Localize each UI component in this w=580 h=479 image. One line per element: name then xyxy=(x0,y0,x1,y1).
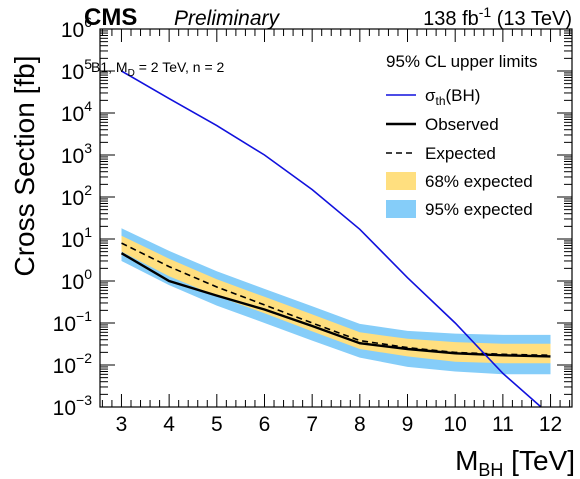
x-tick-label: 4 xyxy=(163,413,175,436)
band-68-expected xyxy=(121,235,551,364)
y-tick-label: 10−2 xyxy=(53,350,93,378)
legend-label-expected: Expected xyxy=(425,144,496,163)
observed-limit-line xyxy=(120,252,551,358)
x-tick-labels: 3 4 5 6 7 8 9 10 11 12 xyxy=(116,413,563,436)
legend-68-swatch xyxy=(386,172,416,190)
y-axis-title: Cross Section [fb] xyxy=(9,56,40,277)
y-tick-label: 102 xyxy=(61,182,92,210)
x-tick-label: 8 xyxy=(354,413,366,436)
legend: 95% CL upper limits σth(BH) Observed Expect… xyxy=(386,52,538,219)
y-tick-labels: 10−3 10−2 10−1 100 101 102 103 104 105 106 xyxy=(53,14,93,420)
y-tick-label: 10−1 xyxy=(53,308,93,336)
legend-95-swatch xyxy=(386,200,416,218)
y-tick-label: 104 xyxy=(61,98,92,126)
legend-label-band95: 95% expected xyxy=(425,200,533,219)
luminosity-label: 138 fb-1 (13 TeV) xyxy=(423,4,572,30)
y-tick-label: 100 xyxy=(61,266,92,294)
plot-area: 3 4 5 6 7 8 9 10 11 12 10−3 10−2 10−1 100 101 102 103 104… xyxy=(53,14,573,436)
cms-label: CMS xyxy=(84,4,137,31)
band-95-expected xyxy=(121,228,551,375)
x-tick-label: 10 xyxy=(444,413,467,436)
x-tick-label: 6 xyxy=(259,413,271,436)
legend-label-band68: 68% expected xyxy=(425,172,533,191)
x-tick-label: 5 xyxy=(211,413,223,436)
benchmark-label: B1, MD = 2 TeV, n = 2 xyxy=(91,59,225,79)
y-tick-label: 105 xyxy=(61,56,92,84)
y-tick-label: 10−3 xyxy=(53,392,93,420)
legend-label-observed: Observed xyxy=(425,115,499,134)
x-tick-label: 12 xyxy=(539,413,562,436)
x-axis-title: MBH [TeV] xyxy=(455,445,575,479)
y-tick-label: 106 xyxy=(61,14,92,42)
plot-frame xyxy=(99,28,573,408)
x-tick-label: 9 xyxy=(402,413,414,436)
expected-limit-line xyxy=(121,242,551,357)
legend-title: 95% CL upper limits xyxy=(386,52,538,71)
series-group xyxy=(120,70,551,407)
y-tick-label: 101 xyxy=(61,224,92,252)
legend-label-theory: σth(BH) xyxy=(425,86,480,108)
axis-ticks xyxy=(100,28,572,408)
x-tick-label: 11 xyxy=(492,413,514,436)
x-tick-label: 7 xyxy=(306,413,318,436)
y-tick-label: 103 xyxy=(61,140,92,168)
theory-cross-section-line xyxy=(121,70,542,407)
x-tick-label: 3 xyxy=(116,413,128,436)
preliminary-label: Preliminary xyxy=(174,7,281,30)
